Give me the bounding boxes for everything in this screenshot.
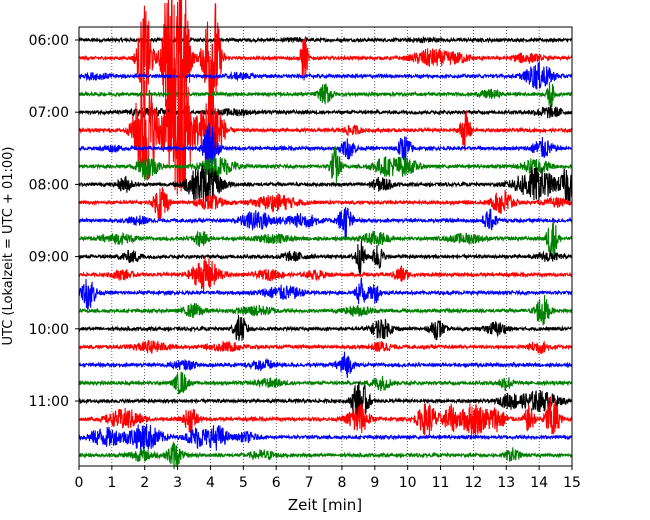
seismic-trace (78, 0, 573, 151)
x-tick-label: 3 (173, 475, 182, 491)
x-axis-label: Zeit [min] (288, 496, 362, 514)
x-tick-label: 5 (239, 475, 248, 491)
x-gridlines (111, 27, 540, 466)
seismic-trace (78, 187, 573, 221)
seismic-trace (78, 371, 573, 395)
y-axis: 06:00 07:00 08:00 09:00 10:00 11:00 (29, 33, 79, 410)
seismic-trace (78, 61, 573, 90)
y-tick-label: 08:00 (29, 177, 69, 193)
seismic-trace (78, 315, 573, 341)
y-axis-label: UTC (Lokalzeit = UTC + 01:00) (1, 147, 16, 346)
x-tick-label: 12 (464, 475, 482, 491)
seismic-trace (78, 256, 573, 292)
seismic-trace (78, 35, 573, 44)
y-tick-label: 09:00 (29, 250, 69, 266)
plot-frame (78, 26, 573, 467)
y-tick-label: 11:00 (29, 394, 69, 410)
x-tick-label: 8 (337, 475, 346, 491)
seismic-trace (78, 220, 573, 259)
seismic-trace (78, 104, 573, 119)
seismic-trace (78, 240, 573, 275)
seismic-traces (78, 0, 573, 470)
seismic-trace (78, 82, 573, 108)
seismic-trace (78, 33, 573, 195)
x-tick-label: 4 (206, 475, 215, 491)
x-tick-label: 14 (530, 475, 548, 491)
seismic-trace (78, 423, 573, 451)
seismic-trace (78, 207, 573, 238)
x-tick-label: 11 (432, 475, 450, 491)
seismic-trace (78, 277, 573, 310)
seismic-trace (78, 295, 573, 326)
y-tick-label: 06:00 (29, 33, 69, 49)
seismic-trace (78, 165, 573, 206)
seismic-trace (78, 442, 573, 470)
y-tick-label: 10:00 (29, 322, 69, 338)
seismic-trace (78, 381, 573, 423)
x-tick-label: 2 (140, 475, 149, 491)
seismic-trace (78, 146, 573, 184)
x-tick-label: 15 (563, 475, 581, 491)
seismic-trace (78, 339, 573, 354)
x-tick-label: 10 (399, 475, 417, 491)
seismic-trace (78, 351, 573, 379)
seismic-trace (78, 396, 573, 436)
x-axis: 0 1 2 3 4 5 6 7 8 9 10 11 12 13 14 15 (75, 466, 581, 491)
x-tick-label: 13 (497, 475, 515, 491)
x-tick-label: 1 (107, 475, 116, 491)
y-tick-label: 07:00 (29, 105, 69, 121)
x-tick-label: 6 (272, 475, 281, 491)
x-tick-label: 0 (75, 475, 84, 491)
x-tick-label: 7 (305, 475, 314, 491)
seismic-trace (78, 122, 573, 173)
x-tick-label: 9 (370, 475, 379, 491)
